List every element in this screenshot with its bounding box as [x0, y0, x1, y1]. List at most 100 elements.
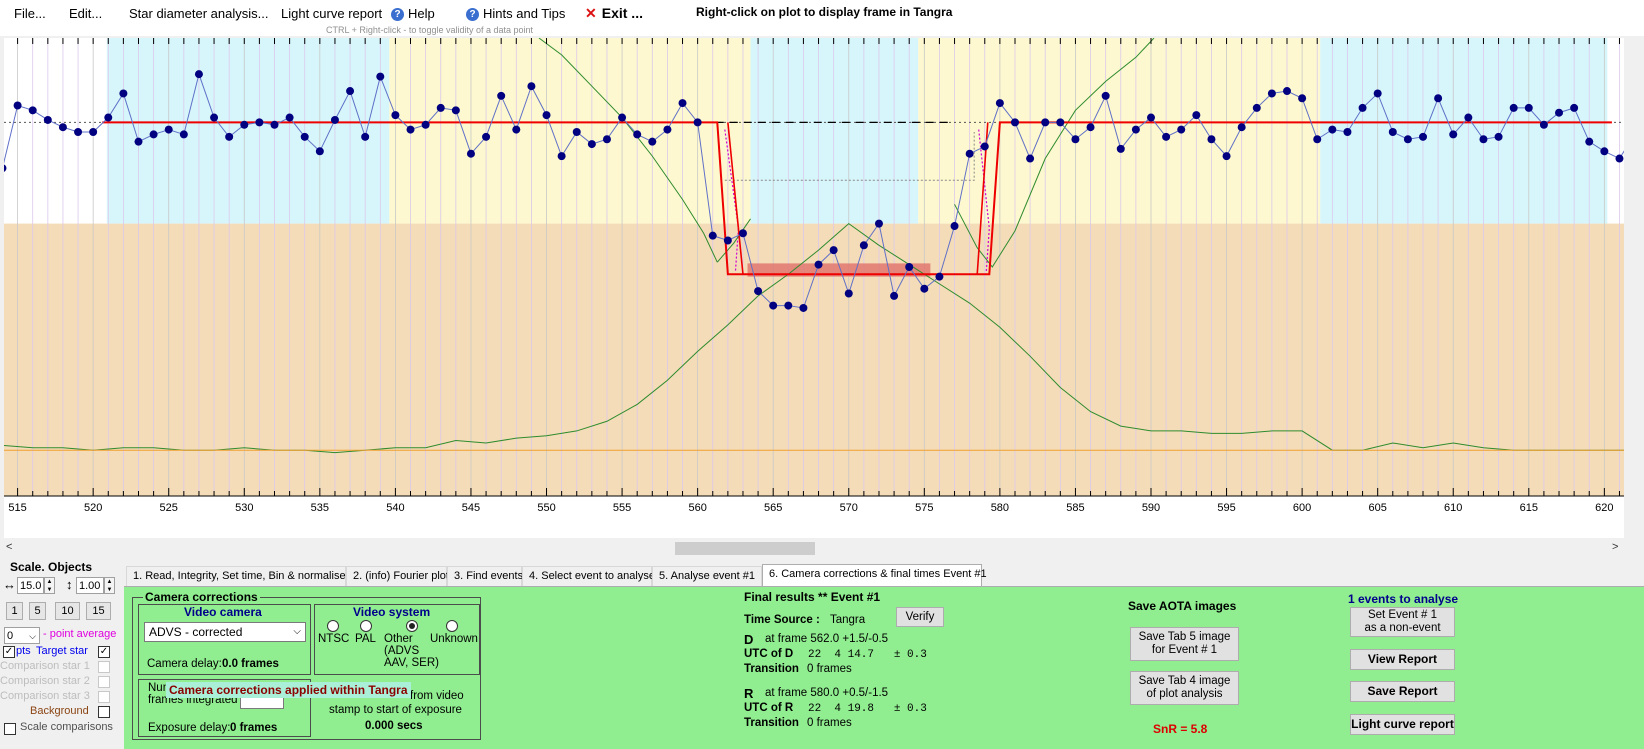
- menu-hints-and-tips[interactable]: ? Hints and Tips: [466, 6, 565, 21]
- comparison-star-2-checkbox[interactable]: [98, 676, 110, 688]
- save-report-button[interactable]: Save Report: [1350, 681, 1455, 702]
- comparison-star-1-checkbox[interactable]: [98, 661, 110, 673]
- target-star-checkbox[interactable]: ✓: [98, 646, 110, 658]
- data-point: [1449, 130, 1458, 139]
- scale-5-button[interactable]: 5: [29, 602, 46, 620]
- data-point: [1056, 118, 1065, 127]
- horizontal-scale-input[interactable]: 15.0: [17, 577, 44, 594]
- data-point: [74, 128, 83, 137]
- x-tick-label: 515: [8, 502, 26, 514]
- data-point: [376, 72, 385, 81]
- data-point: [164, 125, 173, 134]
- horizontal-scale-spinner[interactable]: ▲ ▼: [44, 577, 55, 594]
- vertical-scale-spinner[interactable]: ▲ ▼: [104, 577, 115, 594]
- data-point: [1524, 103, 1533, 112]
- tab-camera-corrections[interactable]: 6. Camera corrections & final times Even…: [762, 564, 987, 586]
- ntsc-radio[interactable]: [327, 620, 339, 632]
- save-tab4-image-button[interactable]: Save Tab 4 image of plot analysis: [1130, 671, 1239, 705]
- data-point: [391, 111, 400, 120]
- unknown-radio[interactable]: [446, 620, 458, 632]
- data-point: [1222, 152, 1231, 161]
- scale-comparisons-checkbox[interactable]: [4, 723, 16, 735]
- data-point: [995, 99, 1004, 108]
- x-tick-label: 620: [1595, 502, 1613, 514]
- menu-help[interactable]: ? Help: [391, 6, 435, 21]
- scale-1-button[interactable]: 1: [6, 602, 23, 620]
- scroll-left-icon[interactable]: <: [6, 541, 13, 553]
- scroll-right-icon[interactable]: >: [1612, 541, 1619, 553]
- menu-light-curve-report[interactable]: Light curve report: [281, 6, 383, 21]
- data-point: [300, 132, 309, 141]
- plot-scrollbar-thumb[interactable]: [675, 542, 815, 555]
- data-point: [1343, 128, 1352, 137]
- data-point: [421, 120, 430, 129]
- menu-help-label: Help: [408, 6, 435, 21]
- data-point: [225, 132, 234, 141]
- background-checkbox[interactable]: [98, 706, 110, 718]
- save-aota-title: Save AOTA images: [1128, 599, 1237, 613]
- r-frame-value: at frame 580.0 +0.5/-1.5: [765, 687, 889, 699]
- data-point: [618, 113, 627, 122]
- menu-file[interactable]: File...: [14, 6, 46, 21]
- data-point: [1328, 125, 1337, 134]
- menu-exit[interactable]: ✕ Exit ...: [585, 5, 643, 22]
- set-non-event-button[interactable]: Set Event # 1 as a non-event: [1350, 607, 1455, 637]
- search-region-3: [750, 38, 919, 224]
- data-point: [210, 113, 219, 122]
- light-curve-plot[interactable]: 515 520 525 530 535 540 545 550 555 560 565 570 575 5…: [4, 38, 1624, 538]
- data-point: [4, 164, 7, 172]
- data-point: [1373, 89, 1382, 98]
- data-point: [1615, 154, 1624, 163]
- menu-edit[interactable]: Edit...: [69, 6, 103, 21]
- data-point: [482, 132, 491, 141]
- tab-find-events[interactable]: 3. Find events: [447, 566, 523, 586]
- pal-radio[interactable]: [360, 620, 372, 632]
- video-camera-title: Video camera: [184, 605, 262, 619]
- data-point: [58, 123, 67, 132]
- events-to-analyse-label: 1 events to analyse: [1348, 592, 1459, 606]
- verify-button[interactable]: Verify: [896, 607, 944, 627]
- data-point: [844, 289, 853, 298]
- data-point: [799, 303, 808, 312]
- pts-checkbox[interactable]: ✓: [3, 646, 15, 658]
- data-point: [1146, 113, 1155, 122]
- search-region-2: [389, 38, 751, 224]
- data-point: [1539, 120, 1548, 129]
- tab-fourier-plot[interactable]: 2. (info) Fourier plot: [346, 566, 449, 586]
- tab-read-integrity[interactable]: 1. Read, Integrity, Set time, Bin & norm…: [126, 566, 346, 586]
- comparison-star-2-label: Comparison star 2: [0, 675, 90, 687]
- data-point: [572, 128, 581, 137]
- point-average-select[interactable]: 0 ⌵: [4, 627, 40, 644]
- camera-model-select[interactable]: ADVS - corrected ⌵: [144, 622, 306, 642]
- data-point: [527, 82, 536, 91]
- data-point: [769, 301, 778, 310]
- tab-analyse-event[interactable]: 5. Analyse event #1: [652, 566, 762, 586]
- plot-horizontal-scrollbar[interactable]: [18, 541, 1618, 555]
- scale-objects-panel: Scale. Objects ↔ 15.0 ▲ ▼ ↕ 1.00 ▲ ▼ 1 5 1…: [0, 560, 122, 748]
- other-label: Other: [384, 633, 413, 645]
- pal-label: PAL: [355, 633, 376, 645]
- comparison-star-3-checkbox[interactable]: [98, 691, 110, 703]
- data-point: [859, 241, 868, 250]
- light-curve-report-button[interactable]: Light curve report: [1350, 714, 1455, 735]
- menu-star-diameter-analysis[interactable]: Star diameter analysis...: [129, 6, 269, 21]
- scale-15-button[interactable]: 15: [86, 602, 111, 620]
- light-curve-svg[interactable]: 515 520 525 530 535 540 545 550 555 560 565 570 575 5…: [4, 38, 1624, 538]
- vertical-scale-input[interactable]: 1.00: [76, 577, 104, 594]
- data-point: [950, 222, 959, 231]
- data-point: [965, 149, 974, 158]
- other-radio[interactable]: [406, 620, 418, 632]
- data-point: [1283, 87, 1292, 96]
- data-point: [361, 132, 370, 141]
- x-tick-label: 555: [613, 502, 631, 514]
- x-tick-label: 545: [462, 502, 480, 514]
- time-source-value: Tangra: [830, 614, 866, 626]
- x-tick-label: 565: [764, 502, 782, 514]
- tab-select-event[interactable]: 4. Select event to analyse: [522, 566, 655, 586]
- view-report-button[interactable]: View Report: [1350, 649, 1455, 670]
- scale-10-button[interactable]: 10: [55, 602, 80, 620]
- data-point: [874, 219, 883, 228]
- camera-delay-label: Camera delay:: [147, 658, 222, 670]
- chevron-down-icon: ⌵: [293, 626, 301, 637]
- save-tab5-image-button[interactable]: Save Tab 5 image for Event # 1: [1130, 627, 1239, 661]
